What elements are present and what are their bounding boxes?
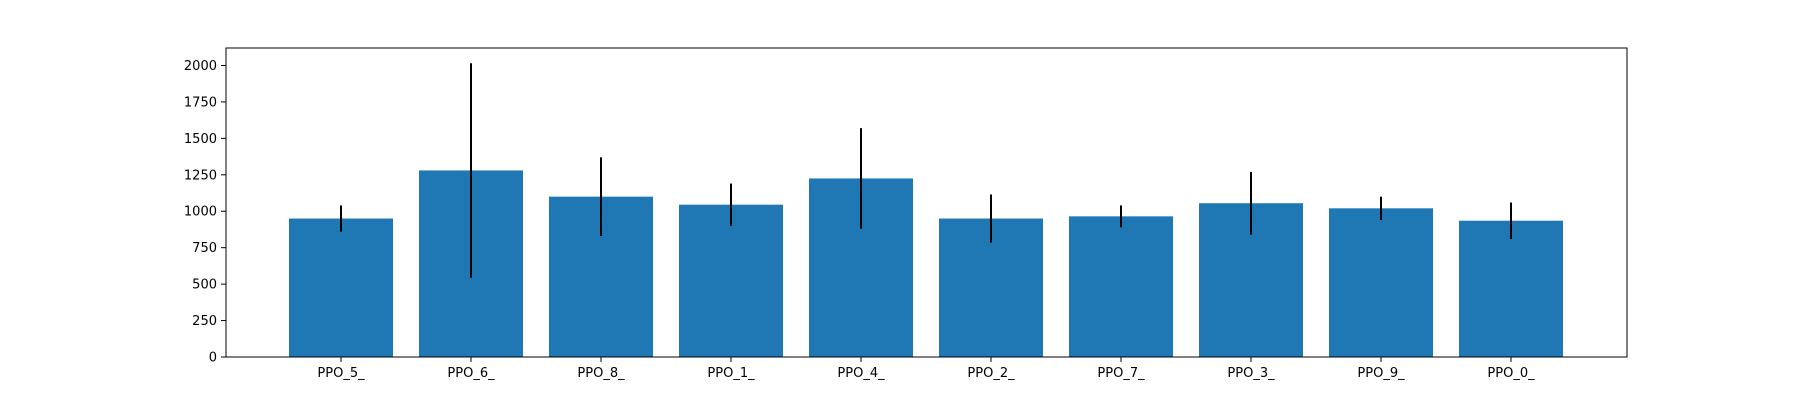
x-tick-label: PPO_5_ — [317, 366, 365, 381]
x-tick-label: PPO_7_ — [1097, 366, 1145, 381]
x-tick-label: PPO_2_ — [967, 366, 1015, 381]
x-tick-label: PPO_0_ — [1487, 366, 1535, 381]
x-tick-label: PPO_9_ — [1357, 366, 1405, 381]
bar-PPO_7_ — [1069, 216, 1173, 357]
plot-frame — [225, 47, 1628, 358]
x-tick-label: PPO_3_ — [1227, 366, 1275, 381]
x-tick-label: PPO_4_ — [837, 366, 885, 381]
y-tick-label: 1000 — [184, 205, 217, 220]
bar-PPO_0_ — [1459, 220, 1563, 357]
bars-layer — [289, 170, 1563, 357]
y-tick-label: 1750 — [184, 95, 217, 110]
x-axis: PPO_5_ PPO_6_ PPO_8_ PPO_1_ PPO_4_ PPO_2_ PPO_… — [317, 357, 1535, 381]
bar-PPO_9_ — [1329, 208, 1433, 357]
bar-PPO_5_ — [289, 218, 393, 357]
x-tick-label: PPO_6_ — [447, 366, 495, 381]
x-tick-label: PPO_1_ — [707, 366, 755, 381]
y-tick-label: 250 — [192, 314, 217, 329]
error-bars-layer — [340, 63, 1512, 278]
y-tick-label: 750 — [192, 241, 217, 256]
bar-PPO_1_ — [679, 204, 783, 357]
y-tick-label: 0 — [209, 351, 217, 366]
y-tick-label: 500 — [192, 278, 217, 293]
y-tick-label: 1250 — [184, 168, 217, 183]
y-tick-label: 2000 — [184, 59, 217, 74]
x-tick-label: PPO_8_ — [577, 366, 625, 381]
y-axis: 0 250 500 750 1000 1250 1500 1750 2000 — [184, 59, 226, 366]
y-tick-label: 1500 — [184, 132, 217, 147]
